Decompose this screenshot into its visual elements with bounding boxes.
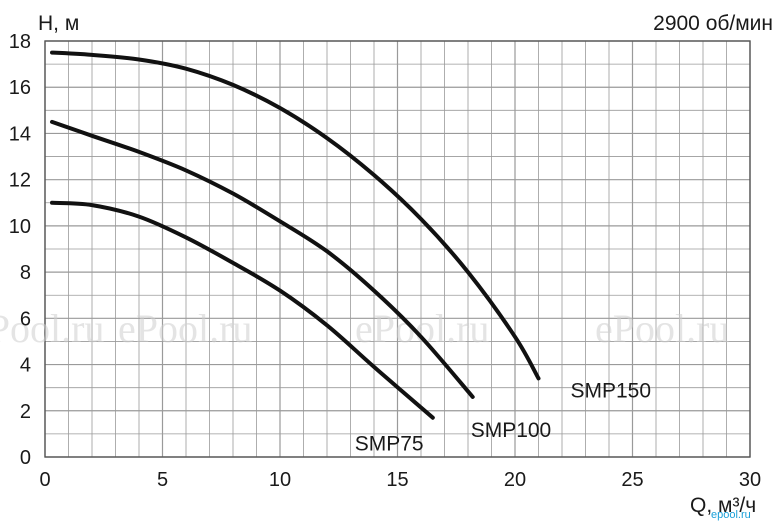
x-axis-label: Q, м³/ч — [690, 494, 756, 517]
speed-annotation: 2900 об/мин — [653, 12, 773, 35]
y-tick-label: 10 — [9, 216, 31, 238]
y-axis-label: H, м — [38, 12, 79, 35]
y-tick-label: 16 — [9, 77, 31, 99]
x-tick-label: 10 — [269, 469, 291, 491]
y-tick-label: 8 — [20, 262, 31, 284]
x-tick-label: 15 — [386, 469, 408, 491]
ticks: 0 5 10 15 20 25 30 0 2 4 6 8 10 12 14 16 18 — [9, 31, 761, 491]
series-line-smp150 — [50, 50, 541, 381]
series-line-smp75 — [50, 200, 435, 420]
watermark-center: ePool.ru — [355, 306, 489, 351]
series-label-smp75: SMP75 — [355, 433, 424, 456]
watermark-mid-left: ePool.ru — [118, 306, 252, 351]
x-tick-label: 30 — [739, 469, 761, 491]
watermark-corner: epool.ru — [711, 509, 751, 521]
x-tick-label: 20 — [504, 469, 526, 491]
series: SMP75 SMP100 SMP150 — [50, 50, 652, 456]
x-tick-label: 0 — [39, 469, 50, 491]
y-tick-label: 0 — [20, 447, 31, 469]
y-tick-label: 12 — [9, 170, 31, 192]
y-tick-label: 2 — [20, 401, 31, 423]
x-tick-label: 25 — [621, 469, 643, 491]
y-tick-label: 4 — [20, 355, 31, 377]
y-tick-label: 18 — [9, 31, 31, 53]
watermarks: ePool.ru ePool.ru ePool.ru ePool.ru — [0, 306, 729, 351]
series-label-smp100: SMP100 — [471, 419, 552, 442]
series-label-smp150: SMP150 — [571, 379, 652, 402]
plot-frame — [44, 40, 751, 458]
watermark-right: ePool.ru — [595, 306, 729, 351]
series-line-smp100 — [50, 119, 475, 399]
watermark-left: ePool.ru — [0, 306, 104, 351]
y-tick-label: 14 — [9, 123, 31, 145]
y-tick-label: 6 — [20, 308, 31, 330]
x-tick-label: 5 — [157, 469, 168, 491]
